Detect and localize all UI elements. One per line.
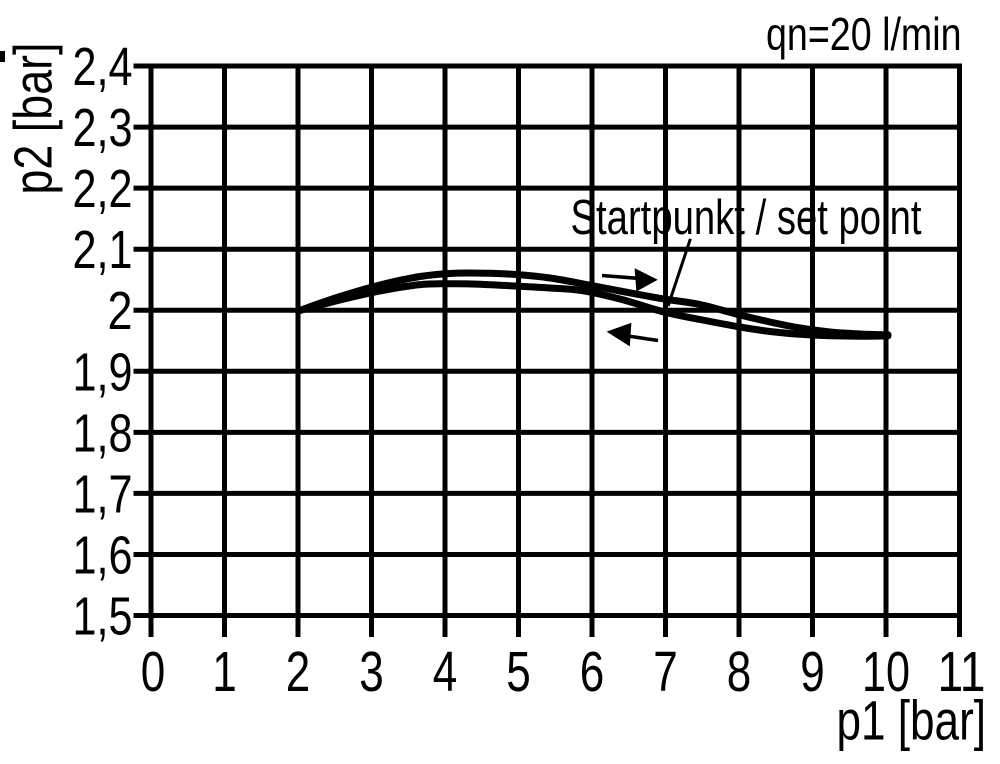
svg-text:9: 9 — [800, 640, 825, 704]
svg-text:2: 2 — [108, 281, 133, 341]
svg-text:3: 3 — [359, 640, 384, 704]
svg-text:5: 5 — [506, 640, 531, 704]
svg-text:2,3: 2,3 — [73, 98, 133, 158]
svg-text:8: 8 — [727, 640, 752, 704]
svg-text:Startpunkt / set point: Startpunkt / set point — [571, 191, 922, 245]
svg-text:6: 6 — [580, 640, 605, 704]
svg-text:2: 2 — [286, 640, 311, 704]
svg-text:10: 10 — [862, 640, 910, 704]
svg-text:p2 [bar]: p2 [bar] — [4, 43, 64, 195]
svg-text:1,6: 1,6 — [73, 526, 133, 586]
svg-text:1,9: 1,9 — [73, 342, 133, 402]
svg-text:1,7: 1,7 — [73, 464, 133, 524]
svg-text:11: 11 — [938, 640, 986, 704]
svg-text:1,5: 1,5 — [73, 587, 133, 647]
svg-text:p1 [bar]: p1 [bar] — [837, 689, 987, 752]
svg-text:qn=20 l/min: qn=20 l/min — [766, 8, 962, 60]
svg-text:0: 0 — [141, 640, 166, 704]
svg-text:2,4: 2,4 — [73, 37, 133, 97]
svg-text:2,1: 2,1 — [73, 220, 133, 280]
svg-text:4: 4 — [433, 640, 458, 704]
svg-text:2,2: 2,2 — [73, 159, 133, 219]
svg-text:1,8: 1,8 — [73, 403, 133, 463]
svg-text:1: 1 — [212, 640, 237, 704]
svg-text:7: 7 — [653, 640, 678, 704]
